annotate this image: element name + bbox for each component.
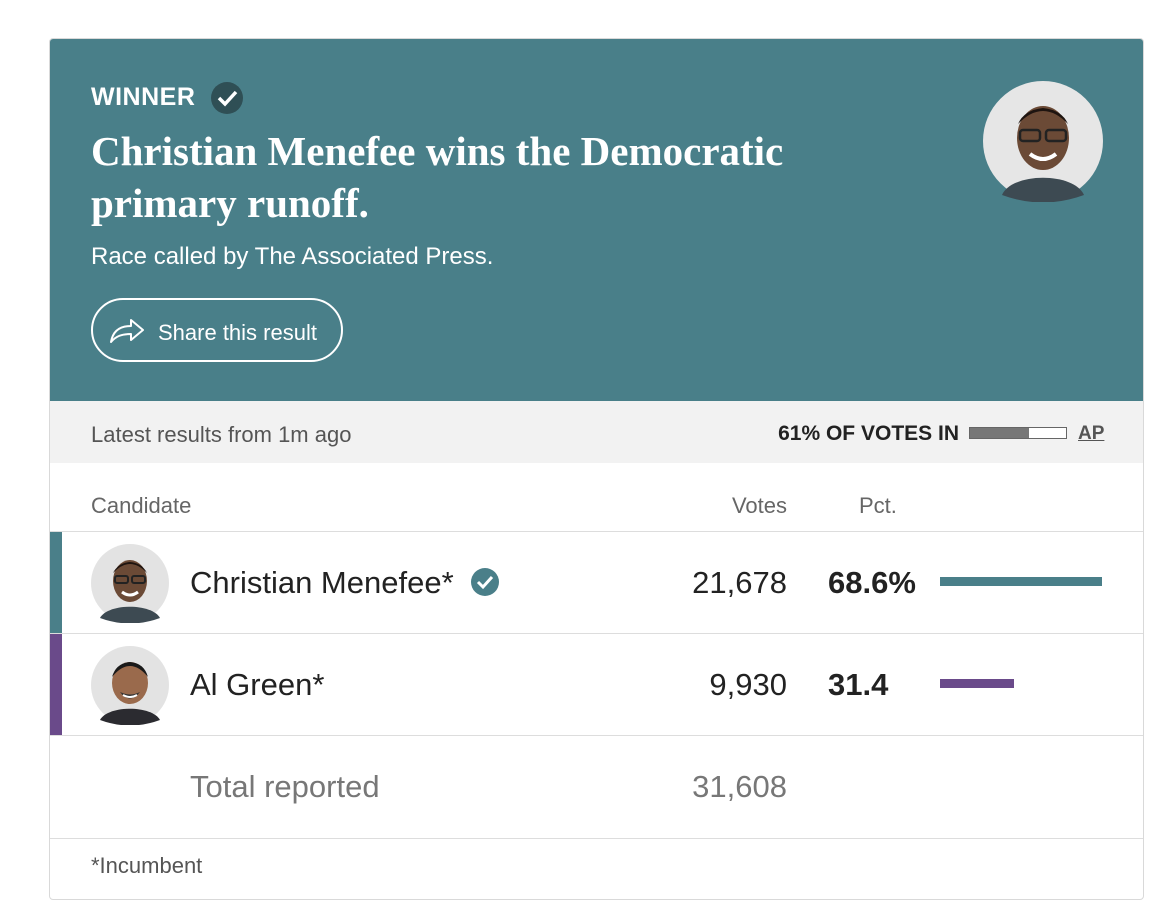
reporting-label: 61% OF VOTES IN — [778, 422, 959, 445]
winner-banner: WINNER Christian Menefee wins the Democr… — [50, 39, 1143, 401]
latest-results: Latest results from 1m ago — [91, 422, 352, 447]
winner-check-icon — [211, 82, 243, 114]
headline: Christian Menefee wins the Democratic pr… — [91, 128, 784, 226]
results-card: WINNER Christian Menefee wins the Democr… — [49, 38, 1144, 900]
candidate-name: Christian Menefee* — [190, 565, 499, 601]
column-header: Candidate — [91, 493, 192, 518]
candidate-photo — [91, 544, 169, 623]
winner-check-icon — [471, 568, 499, 596]
reporting-fill — [970, 428, 1029, 438]
footnote: *Incumbent — [91, 853, 203, 878]
candidate-votes: 21,678 — [692, 565, 787, 600]
party-stripe — [50, 532, 62, 634]
subtitle: Race called by The Associated Press. — [91, 243, 494, 270]
pct-bar — [940, 577, 1102, 586]
total-votes: 31,608 — [692, 769, 787, 804]
candidate-row: Al Green* 9,930 31.4 — [50, 633, 1143, 736]
party-stripe — [50, 634, 62, 736]
winner-label: WINNER — [91, 83, 196, 111]
pct-bar — [940, 679, 1015, 688]
candidate-photo — [91, 646, 169, 725]
column-header: Pct. — [859, 493, 897, 518]
share-icon — [110, 319, 144, 343]
candidate-pct: 31.4 — [828, 667, 889, 702]
winner-photo — [983, 81, 1103, 202]
reporting-meter — [969, 427, 1067, 439]
share-label: Share this result — [158, 320, 317, 345]
candidate-pct: 68.6% — [828, 565, 916, 600]
candidate-row: Christian Menefee* 21,678 68.6% — [50, 531, 1143, 634]
share-button[interactable]: Share this result — [91, 298, 343, 362]
column-header: Votes — [731, 493, 787, 518]
source-link[interactable]: AP — [1078, 423, 1105, 444]
candidate-name: Al Green* — [190, 667, 325, 702]
candidate-votes: 9,930 — [709, 667, 787, 702]
total-label: Total reported — [190, 769, 380, 804]
status-bar: Latest results from 1m ago 61% OF VOTES … — [50, 401, 1143, 463]
total-row: Total reported 31,608 — [50, 735, 1143, 839]
